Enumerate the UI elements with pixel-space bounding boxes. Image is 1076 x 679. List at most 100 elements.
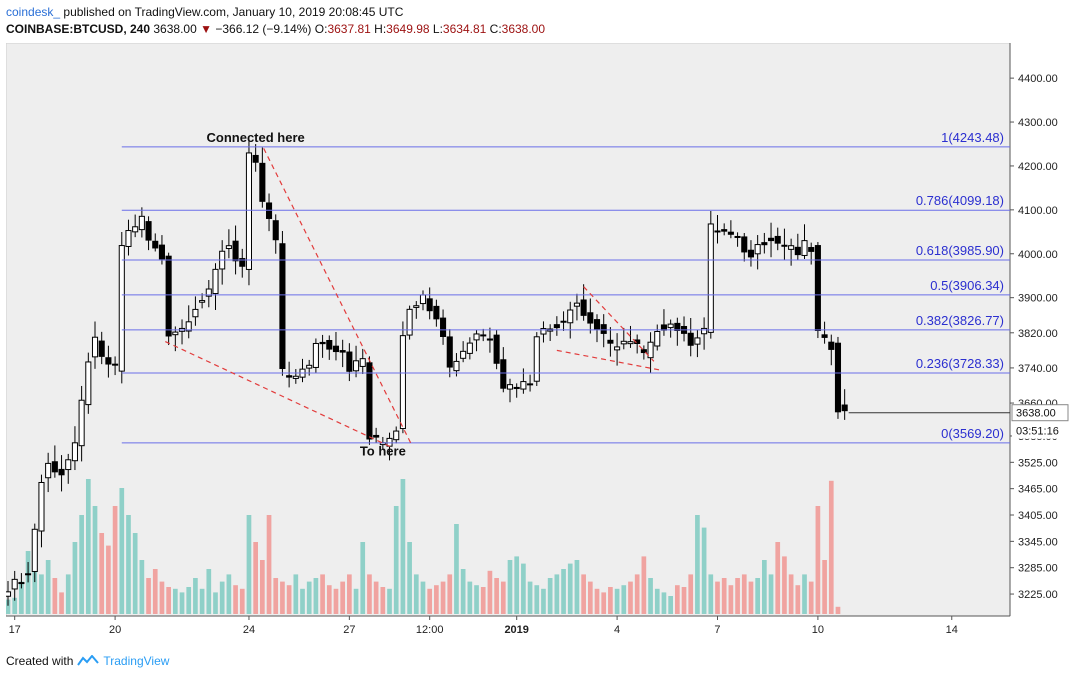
candle-down bbox=[747, 249, 755, 258]
footer: Created with TradingView bbox=[6, 654, 169, 668]
volume-bar bbox=[474, 585, 479, 614]
candle-up bbox=[31, 528, 38, 572]
low-label: L: bbox=[432, 22, 443, 36]
candle-down bbox=[486, 338, 493, 341]
volume-bar bbox=[353, 588, 359, 614]
volume-bar bbox=[561, 569, 566, 614]
candle-down bbox=[265, 202, 273, 219]
volume-bar bbox=[420, 581, 426, 614]
candle-up bbox=[192, 308, 199, 318]
volume-bar bbox=[708, 574, 714, 614]
ohlc-line: COINBASE:BTCUSD, 240 3638.00 ▼ −366.12 (… bbox=[6, 21, 1070, 38]
candle-up bbox=[714, 230, 721, 233]
candle-up bbox=[614, 346, 621, 351]
volume-bar bbox=[674, 585, 680, 614]
time-tick-label: 12:00 bbox=[416, 624, 444, 636]
volume-bar bbox=[39, 574, 44, 614]
volume-bar bbox=[601, 592, 607, 614]
volume-bar bbox=[748, 581, 754, 614]
candle-down bbox=[560, 320, 567, 323]
fib-level-label: 0.618(3985.90) bbox=[916, 243, 1004, 258]
time-tick-label: 20 bbox=[109, 624, 121, 636]
price-tick-label: 3405.00 bbox=[1018, 510, 1058, 522]
candle-down bbox=[593, 319, 601, 330]
volume-bar bbox=[172, 588, 178, 614]
volume-bar bbox=[701, 527, 707, 614]
candle-up bbox=[71, 442, 78, 462]
time-tick-label: 10 bbox=[812, 624, 824, 636]
candle-up bbox=[413, 305, 420, 308]
volume-bar bbox=[99, 533, 105, 614]
volume-bar bbox=[79, 515, 84, 614]
candle-up bbox=[125, 230, 132, 247]
volume-bar bbox=[400, 479, 406, 614]
volume-bar bbox=[106, 545, 111, 614]
time-tick-label: 7 bbox=[714, 624, 720, 636]
volume-bar bbox=[822, 560, 827, 614]
candle-up bbox=[419, 294, 427, 305]
price-tick-label: 3225.00 bbox=[1018, 589, 1058, 601]
volume-bar bbox=[393, 506, 399, 614]
candle-down bbox=[767, 237, 775, 242]
candle-down bbox=[158, 244, 165, 260]
volume-bar bbox=[681, 587, 687, 614]
chart-area[interactable]: 1(4243.48) 0.786(4099.18) 0.618(3985.90) 0.… bbox=[4, 42, 1070, 645]
publish-line: coindesk_ published on TradingView.com, … bbox=[6, 4, 1070, 21]
volume-bar bbox=[554, 574, 560, 614]
volume-bar bbox=[333, 588, 339, 614]
volume-bar bbox=[608, 587, 613, 614]
volume-bar bbox=[641, 556, 647, 614]
volume-bar bbox=[661, 592, 667, 614]
candle-down bbox=[339, 350, 346, 353]
volume-bar bbox=[788, 574, 794, 614]
candle-up bbox=[245, 152, 253, 270]
volume-bar bbox=[253, 542, 258, 614]
candle-down bbox=[58, 468, 65, 476]
volume-bar bbox=[735, 578, 740, 614]
fib-level-label: 0.786(4099.18) bbox=[916, 193, 1004, 208]
volume-bar bbox=[628, 581, 633, 614]
candle-down bbox=[500, 359, 507, 389]
price-axis: 4400.00 4300.00 4200.00 4100.00 4000.00 3900.… bbox=[1010, 73, 1058, 601]
candle-down bbox=[761, 242, 768, 246]
candle-up bbox=[466, 342, 473, 354]
volume-bar bbox=[239, 588, 245, 614]
volume-bar bbox=[721, 578, 727, 614]
candle-down bbox=[741, 236, 748, 253]
volume-bar bbox=[413, 574, 419, 614]
candle-up bbox=[292, 375, 299, 379]
volume-bar bbox=[487, 570, 493, 614]
volume-bar bbox=[634, 574, 640, 614]
tradingview-brand[interactable]: TradingView bbox=[103, 654, 170, 668]
volume-bar bbox=[206, 569, 212, 614]
price-tick-label: 4400.00 bbox=[1018, 73, 1058, 85]
volume-bar bbox=[146, 578, 151, 614]
price-tick-label: 4300.00 bbox=[1018, 117, 1058, 129]
candle-up bbox=[306, 364, 313, 369]
volume-bar bbox=[320, 574, 325, 614]
volume-bar bbox=[85, 479, 91, 614]
candle-up bbox=[199, 300, 206, 303]
candle-up bbox=[754, 244, 761, 255]
time-tick-label: 2019 bbox=[504, 624, 528, 636]
volume-bar bbox=[313, 578, 319, 614]
candle-down bbox=[513, 386, 520, 390]
close-label: C: bbox=[489, 22, 502, 36]
volume-bar bbox=[648, 578, 653, 614]
author-link[interactable]: coindesk_ bbox=[6, 5, 61, 19]
fib-level-label: 0.382(3826.77) bbox=[916, 313, 1004, 328]
countdown-label: 03:51:16 bbox=[1016, 426, 1059, 438]
candle-up bbox=[112, 363, 119, 366]
volume-bar bbox=[467, 581, 473, 614]
price-chart[interactable]: 1(4243.48) 0.786(4099.18) 0.618(3985.90) 0.… bbox=[4, 42, 1070, 645]
volume-bar bbox=[808, 581, 814, 614]
candle-down bbox=[553, 324, 560, 329]
close-value: 3638.00 bbox=[501, 22, 546, 36]
volume-bar bbox=[65, 574, 71, 614]
candle-up bbox=[667, 323, 674, 329]
volume-bars bbox=[5, 479, 841, 614]
volume-bar bbox=[380, 587, 386, 614]
candle-down bbox=[373, 434, 380, 438]
volume-bar bbox=[387, 588, 392, 614]
candle-down bbox=[493, 334, 500, 364]
